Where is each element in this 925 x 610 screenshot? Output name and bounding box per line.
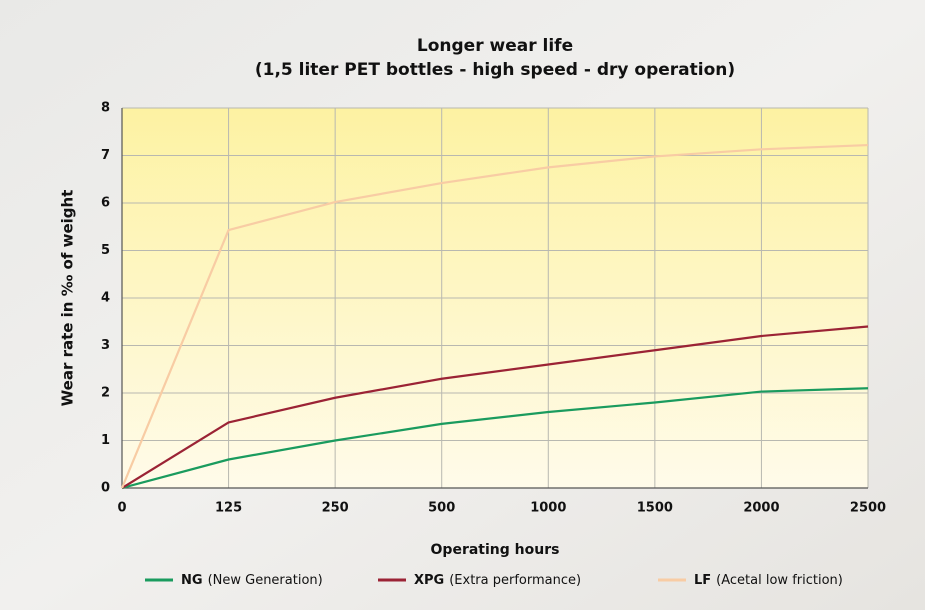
legend-description: (Acetal low friction) — [716, 573, 843, 588]
chart-subtitle: (1,5 liter PET bottles - high speed - dr… — [255, 60, 735, 80]
x-tick-label: 0 — [117, 501, 126, 516]
y-tick-label: 8 — [101, 101, 110, 116]
series-line — [121, 325, 869, 489]
x-tick-label: 1000 — [530, 501, 566, 516]
legend-name: XPG — [414, 573, 444, 588]
legend-name: LF — [694, 573, 711, 588]
x-tick-label: 125 — [215, 501, 242, 516]
legend-entry: NG (New Generation) — [181, 573, 323, 588]
x-tick-label: 2000 — [743, 501, 779, 516]
series-line — [121, 387, 869, 490]
x-tick-label: 1500 — [637, 501, 673, 516]
x-tick-label: 500 — [428, 501, 455, 516]
x-tick-label: 250 — [322, 501, 349, 516]
y-tick-label: 1 — [101, 433, 110, 448]
legend-entry: LF (Acetal low friction) — [694, 573, 843, 588]
y-tick-label: 7 — [101, 148, 110, 163]
y-tick-label: 0 — [101, 481, 110, 496]
y-tick-label: 4 — [101, 291, 110, 306]
chart-title: Longer wear life — [417, 36, 573, 56]
x-tick-label: 2500 — [850, 501, 886, 516]
series-line — [120, 143, 869, 489]
y-tick-label: 2 — [101, 386, 110, 401]
legend-entry: XPG (Extra performance) — [414, 573, 581, 588]
y-tick-label: 6 — [101, 196, 110, 211]
legend-description: (Extra performance) — [449, 573, 581, 588]
y-tick-label: 5 — [101, 243, 110, 258]
x-axis-label: Operating hours — [431, 542, 560, 558]
y-axis-label: Wear rate in ‰ of weight — [59, 190, 77, 407]
legend-name: NG — [181, 573, 203, 588]
y-tick-label: 3 — [101, 338, 110, 353]
legend-description: (New Generation) — [208, 573, 323, 588]
